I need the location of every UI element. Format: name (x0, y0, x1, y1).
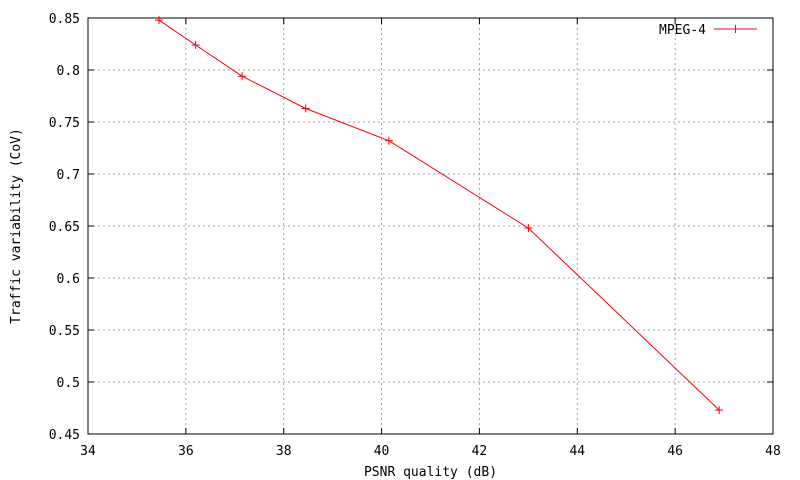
x-tick-label: 46 (667, 444, 683, 459)
y-tick-label: 0.85 (49, 12, 80, 27)
y-tick-label: 0.65 (49, 220, 80, 235)
data-point-marker (301, 104, 310, 113)
y-tick-label: 0.45 (49, 428, 80, 443)
y-tick-label: 0.7 (57, 168, 80, 183)
data-point-marker (238, 72, 247, 81)
x-tick-label: 44 (569, 444, 585, 459)
legend-marker (731, 25, 740, 33)
y-tick-label: 0.8 (57, 64, 80, 79)
data-point-marker (715, 406, 724, 415)
legend: MPEG-4 (659, 23, 757, 38)
y-tick-label: 0.55 (49, 324, 80, 339)
x-tick-labels: 34 36 38 40 42 44 46 48 (80, 444, 781, 459)
data-point-marker (384, 136, 393, 145)
y-tick-label: 0.5 (57, 376, 80, 391)
grid-lines (88, 18, 773, 434)
x-tick-label: 38 (276, 444, 292, 459)
x-tick-label: 36 (178, 444, 194, 459)
y-axis-label: Traffic variability (CoV) (9, 128, 24, 324)
data-point-marker (191, 41, 200, 50)
y-tick-labels: 0.45 0.5 0.55 0.6 0.65 0.7 0.75 0.8 0.85 (49, 12, 80, 443)
data-point-marker (154, 16, 163, 25)
x-tick-label: 42 (472, 444, 488, 459)
y-tick-label: 0.75 (49, 116, 80, 131)
x-tick-label: 48 (765, 444, 781, 459)
axis-ticks (87, 17, 774, 435)
series-layer (154, 16, 724, 415)
legend-label: MPEG-4 (659, 23, 706, 38)
plot-area-frame (87, 17, 774, 435)
series-line-mpeg-4 (158, 19, 720, 411)
data-point-marker (524, 224, 533, 233)
x-axis-label: PSNR quality (dB) (364, 465, 497, 480)
x-tick-label: 34 (80, 444, 96, 459)
y-tick-label: 0.6 (57, 272, 80, 287)
x-tick-label: 40 (374, 444, 390, 459)
